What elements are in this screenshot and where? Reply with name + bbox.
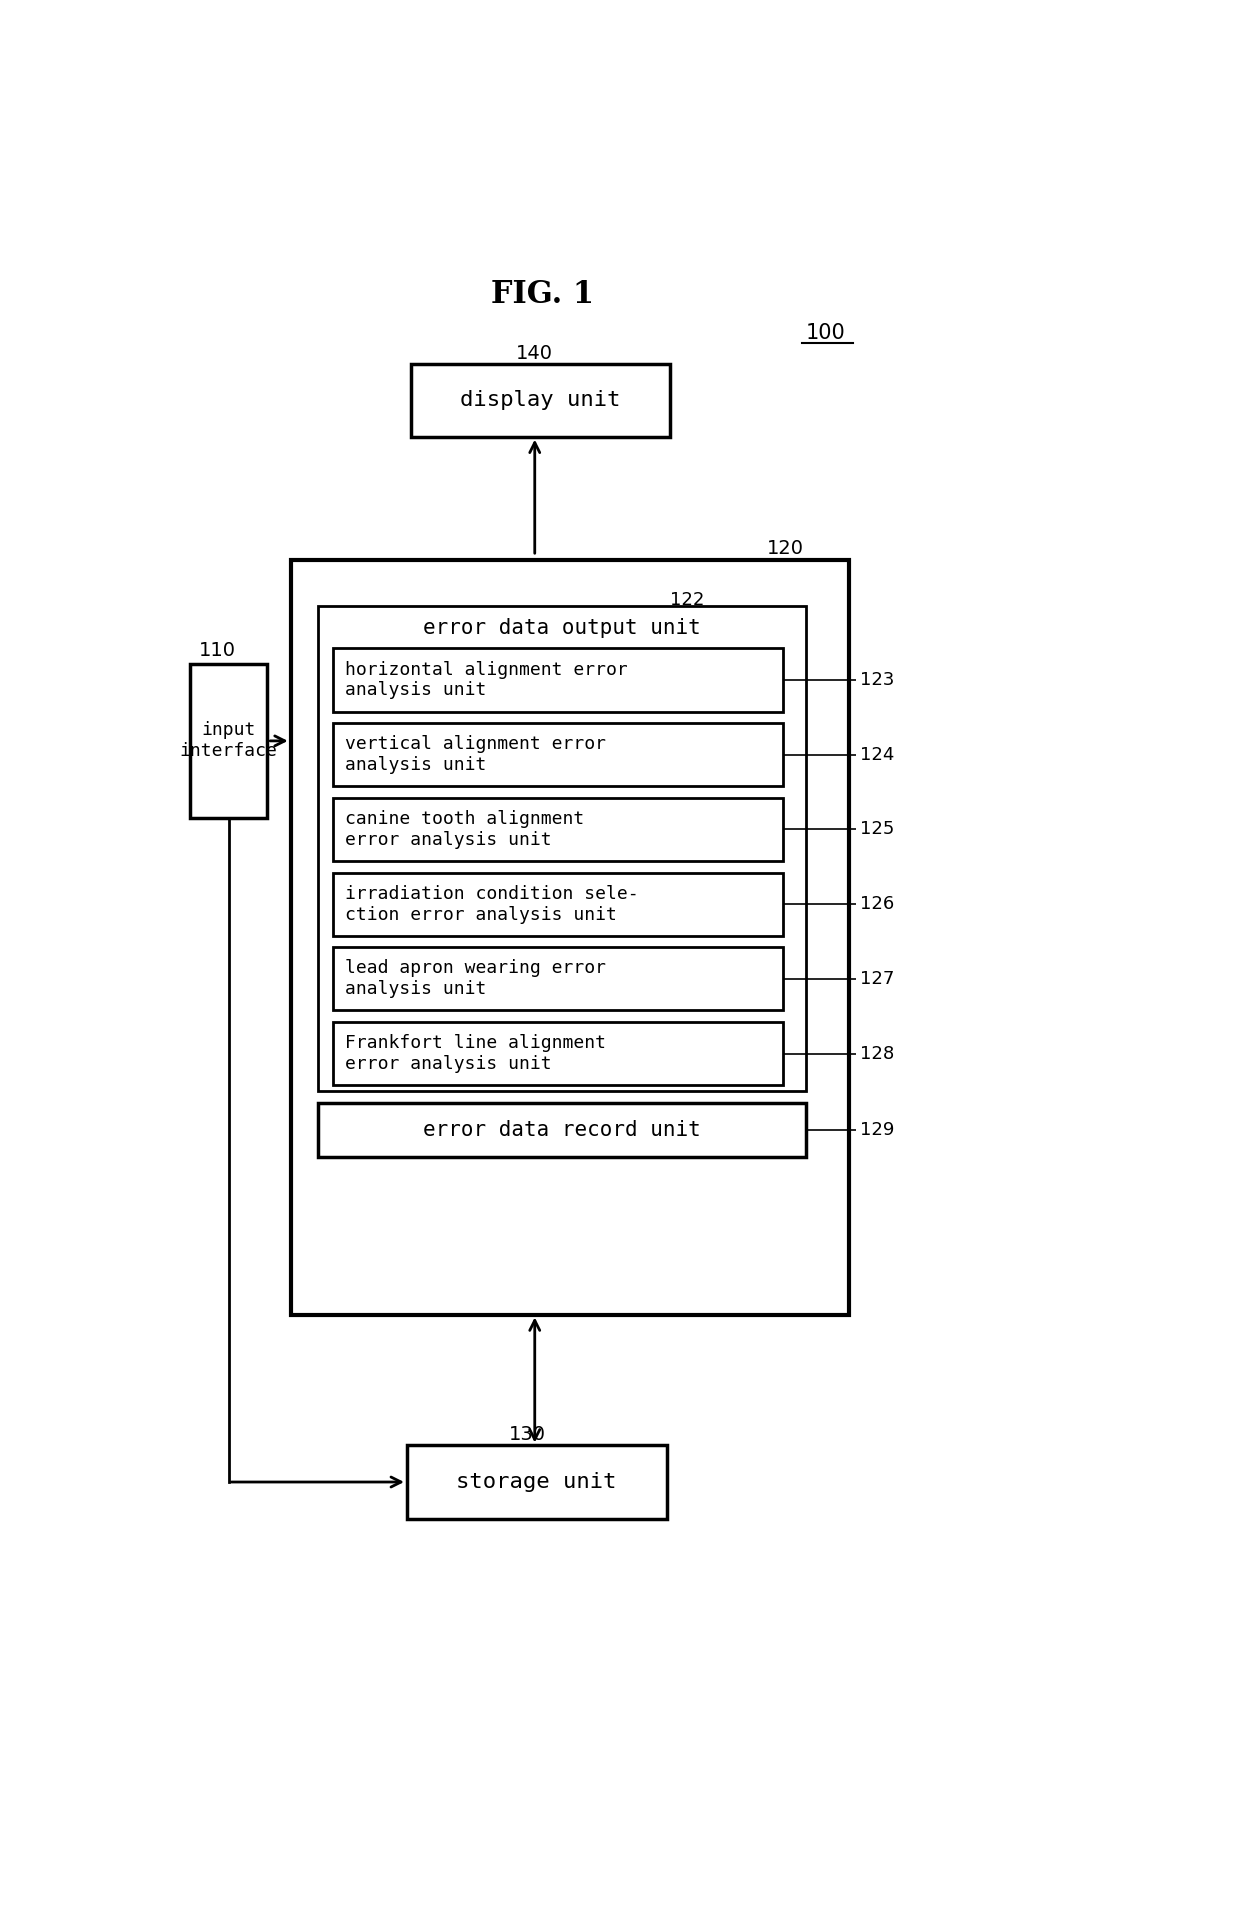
Bar — [334, 1022, 782, 1085]
Text: input
interface: input interface — [180, 721, 278, 761]
Text: storage unit: storage unit — [456, 1472, 618, 1491]
Bar — [317, 1102, 806, 1158]
Bar — [317, 606, 806, 1091]
Text: 130: 130 — [508, 1425, 546, 1444]
Text: 127: 127 — [861, 971, 894, 988]
Text: display unit: display unit — [460, 391, 621, 410]
Text: 128: 128 — [861, 1045, 894, 1062]
Text: 126: 126 — [861, 894, 894, 913]
Text: canine tooth alignment
error analysis unit: canine tooth alignment error analysis un… — [345, 810, 584, 849]
Bar — [410, 364, 671, 437]
Text: 124: 124 — [861, 746, 894, 763]
Text: error data record unit: error data record unit — [423, 1119, 701, 1140]
Text: 125: 125 — [861, 820, 894, 839]
Text: horizontal alignment error
analysis unit: horizontal alignment error analysis unit — [345, 660, 627, 700]
Bar — [290, 561, 848, 1314]
Text: Frankfort line alignment
error analysis unit: Frankfort line alignment error analysis … — [345, 1034, 606, 1074]
Text: irradiation condition sele-
ction error analysis unit: irradiation condition sele- ction error … — [345, 885, 639, 923]
Text: 123: 123 — [861, 671, 894, 688]
Text: 129: 129 — [861, 1121, 894, 1138]
Text: 122: 122 — [671, 591, 704, 608]
Text: 100: 100 — [806, 322, 846, 343]
Text: 140: 140 — [516, 343, 553, 362]
Text: 120: 120 — [768, 540, 805, 559]
Text: error data output unit: error data output unit — [423, 618, 701, 637]
Text: FIG. 1: FIG. 1 — [491, 278, 594, 309]
Bar — [334, 723, 782, 786]
Bar — [334, 797, 782, 860]
Bar — [407, 1446, 667, 1518]
Bar — [334, 873, 782, 936]
Text: 110: 110 — [198, 641, 236, 660]
Bar — [334, 948, 782, 1011]
Text: lead apron wearing error
analysis unit: lead apron wearing error analysis unit — [345, 959, 606, 997]
Bar — [190, 664, 268, 818]
Bar — [334, 648, 782, 711]
Text: vertical alignment error
analysis unit: vertical alignment error analysis unit — [345, 736, 606, 774]
